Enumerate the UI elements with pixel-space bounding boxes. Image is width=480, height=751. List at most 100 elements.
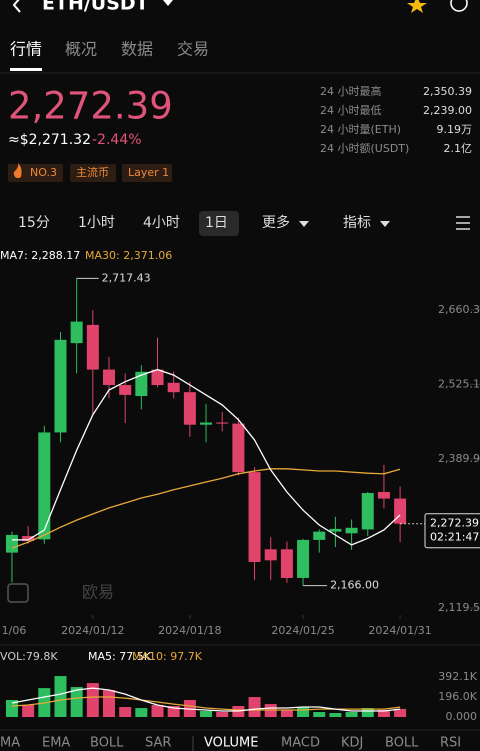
back-button[interactable]	[12, 0, 21, 13]
dropdown-arrow[interactable]	[299, 221, 309, 227]
candle-body	[5, 534, 18, 553]
vol-label: MA10: 97.7K	[132, 650, 203, 663]
volume-bar	[377, 709, 390, 717]
candle-body	[135, 371, 148, 397]
vol-label: VOL:79.8K	[0, 650, 58, 663]
candle-body	[151, 369, 164, 386]
tag-bg	[8, 164, 63, 182]
y-tick-label: 2,119.51	[438, 601, 480, 614]
x-tick-label: 2024/01/12	[61, 624, 124, 637]
indicator-tab[interactable]: KDJ	[341, 736, 363, 751]
volume-bar	[135, 708, 148, 717]
volume-bar	[70, 687, 83, 717]
x-tick-label: 2024/01/25	[271, 624, 334, 637]
interval[interactable]: 4小时	[143, 215, 180, 231]
last-price: 2,272.39	[8, 85, 173, 128]
y-tick-label: 2,660.38	[438, 303, 480, 316]
volume-bar	[361, 708, 374, 717]
last-price-box	[424, 513, 480, 549]
stat-value: 2,239.00	[423, 104, 472, 117]
favorite-star[interactable]	[407, 0, 427, 13]
volume-bar	[200, 710, 213, 717]
volume-bar	[22, 704, 35, 717]
volume-bar	[103, 690, 116, 717]
stat-label: 24 小时额(USDT)	[320, 142, 409, 155]
candle-body	[216, 422, 229, 424]
interval[interactable]: 1小时	[78, 215, 115, 231]
volume-bar	[329, 713, 342, 717]
volume-bar	[216, 712, 229, 717]
usd-price: ≈$2,271.32	[8, 132, 91, 148]
tab[interactable]: 交易	[177, 40, 209, 59]
candle-body	[167, 382, 180, 393]
x-tick-label: 2024/01/31	[368, 624, 431, 637]
watermark: 欧易	[82, 583, 114, 602]
tag: Layer 1	[128, 166, 169, 179]
candle-body	[200, 422, 213, 425]
candle-body	[361, 493, 374, 530]
interval[interactable]: 指标	[343, 215, 371, 231]
volume-bar	[119, 707, 132, 717]
volume-bar	[5, 699, 18, 717]
ma-label: MA30: 2,371.06	[85, 249, 172, 262]
y-tick-label: 2,389.95	[438, 452, 480, 465]
candle-body	[264, 549, 277, 561]
tab[interactable]: 概况	[65, 40, 97, 59]
interval[interactable]: 更多	[262, 214, 290, 231]
volume-bar	[167, 706, 180, 717]
candle-body	[394, 498, 407, 524]
ma5-line	[11, 687, 401, 712]
ma30-line	[11, 468, 401, 549]
pair-title[interactable]: ETH/USDT	[42, 0, 149, 15]
candle-body	[103, 369, 116, 386]
candle-body	[86, 324, 99, 370]
indicator-tab[interactable]: SAR	[145, 736, 171, 751]
tag: NO.3	[30, 166, 57, 179]
indicator-tab[interactable]: BOLL	[385, 736, 419, 751]
active-interval-bg	[199, 211, 239, 236]
candle-body	[183, 392, 196, 425]
dropdown-arrow[interactable]	[380, 221, 390, 227]
indicator-tab[interactable]: BOLL	[90, 736, 124, 751]
ma-label: MA7: 2,288.17	[0, 249, 80, 262]
candle-body	[232, 423, 245, 473]
volume-bar	[297, 707, 310, 717]
interval[interactable]: 1日	[205, 215, 228, 231]
stat-value: 2.1亿	[444, 142, 473, 155]
watermark-logo	[7, 583, 29, 603]
tab[interactable]: 数据	[121, 40, 153, 59]
indicator-tab[interactable]: VOLUME	[204, 736, 258, 751]
y-tick-label: 2,525.16	[438, 377, 480, 390]
volume-bar	[54, 676, 67, 717]
candle-body	[345, 527, 358, 534]
tab[interactable]: 行情	[10, 40, 42, 59]
vol-label: MA5: 77.5K	[88, 650, 152, 663]
ma7-line	[12, 368, 401, 546]
fire-icon	[13, 163, 22, 179]
y-tick-label: 0.000	[446, 710, 478, 723]
candle-body	[329, 528, 342, 532]
indicator-tab[interactable]: RSI	[440, 736, 461, 751]
share-icon[interactable]	[450, 0, 468, 12]
settings-icon[interactable]	[456, 216, 470, 230]
indicator-tab[interactable]: EMA	[42, 736, 70, 751]
stat-label: 24 小时最低	[320, 104, 382, 117]
candle-body	[297, 539, 310, 578]
volume-bar	[280, 709, 293, 717]
countdown: 02:21:47	[430, 531, 479, 544]
indicator-tab[interactable]: MACD	[281, 736, 320, 751]
candle-body	[119, 385, 132, 395]
change: -2.44%	[92, 132, 142, 148]
interval[interactable]: 15分	[18, 215, 50, 231]
candle-body	[22, 536, 35, 542]
pair-dropdown[interactable]	[163, 0, 173, 6]
candle-body	[313, 531, 326, 540]
low-label: 2,166.00	[330, 579, 379, 592]
x-tick-label: 2024/01/18	[158, 624, 221, 637]
y-tick-label: 392.1K	[438, 670, 477, 683]
indicator-tab[interactable]: MA	[0, 736, 20, 751]
volume-bar	[86, 683, 99, 717]
